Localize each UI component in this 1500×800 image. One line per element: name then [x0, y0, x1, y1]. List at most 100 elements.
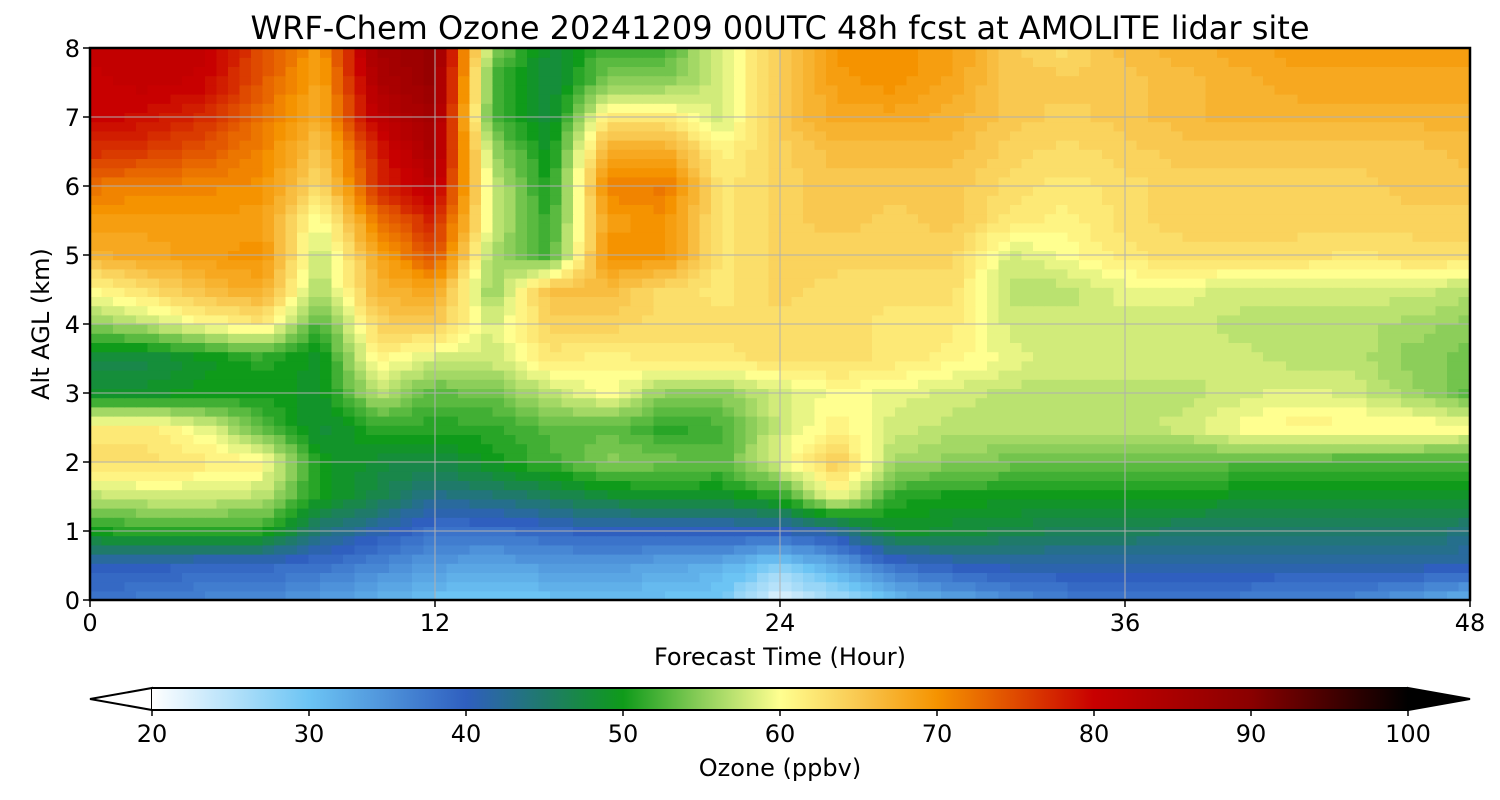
contour-cell — [745, 563, 758, 573]
contour-cell — [929, 241, 942, 251]
contour-cell — [90, 489, 103, 500]
contour-cell — [216, 360, 229, 371]
contour-cell — [389, 342, 402, 353]
contour-cell — [918, 296, 931, 307]
contour-cell — [1067, 333, 1080, 343]
contour-cell — [331, 544, 344, 555]
contour-cell — [216, 434, 229, 445]
contour-cell — [182, 452, 195, 463]
contour-cell — [308, 554, 321, 564]
contour-cell — [400, 370, 413, 380]
contour-cell — [814, 452, 827, 463]
contour-cell — [1228, 581, 1241, 592]
contour-cell — [170, 517, 183, 527]
contour-cell — [803, 581, 816, 592]
contour-cell — [665, 213, 678, 224]
contour-cell — [1113, 241, 1126, 251]
contour-cell — [1412, 278, 1425, 288]
contour-cell — [768, 544, 781, 555]
contour-cell — [1366, 563, 1379, 573]
contour-cell — [596, 287, 609, 297]
contour-cell — [619, 590, 632, 600]
contour-cell — [837, 508, 850, 518]
contour-cell — [895, 278, 908, 288]
contour-cell — [803, 544, 816, 555]
contour-cell — [1182, 232, 1195, 242]
contour-cell — [1263, 333, 1276, 343]
contour-cell — [239, 259, 252, 270]
contour-cell — [964, 462, 977, 472]
contour-cell — [1010, 572, 1023, 583]
contour-cell — [538, 480, 551, 491]
contour-cell — [837, 379, 850, 389]
contour-cell — [400, 351, 413, 362]
contour-cell — [1217, 572, 1230, 583]
contour-cell — [584, 305, 597, 316]
contour-cell — [745, 397, 758, 408]
contour-cell — [389, 324, 402, 334]
contour-cell — [527, 324, 540, 334]
contour-cell — [745, 452, 758, 463]
contour-cell — [1378, 287, 1391, 297]
contour-cell — [837, 416, 850, 426]
contour-cell — [550, 462, 563, 472]
contour-cell — [354, 498, 367, 509]
contour-cell — [826, 351, 839, 362]
contour-cell — [182, 554, 195, 564]
contour-cell — [688, 379, 701, 389]
contour-cell — [1355, 397, 1368, 408]
contour-cell — [1366, 232, 1379, 242]
contour-cell — [1205, 278, 1218, 288]
contour-cell — [550, 581, 563, 592]
contour-cell — [262, 480, 275, 491]
contour-cell — [159, 314, 172, 325]
contour-cell — [550, 351, 563, 362]
contour-cell — [1366, 360, 1379, 371]
contour-cell — [929, 268, 942, 279]
contour-cell — [1010, 268, 1023, 279]
contour-cell — [1090, 268, 1103, 279]
contour-cell — [170, 452, 183, 463]
contour-cell — [1205, 508, 1218, 518]
contour-cell — [262, 241, 275, 251]
contour-cell — [124, 462, 137, 472]
contour-cell — [1355, 324, 1368, 334]
contour-cell — [1125, 241, 1138, 251]
contour-cell — [101, 471, 114, 481]
contour-cell — [492, 213, 505, 224]
contour-cell — [1320, 563, 1333, 573]
contour-cell — [1401, 590, 1414, 600]
contour-cell — [1355, 314, 1368, 325]
contour-cell — [435, 287, 448, 297]
contour-cell — [1447, 563, 1460, 573]
contour-cell — [170, 416, 183, 426]
contour-cell — [826, 241, 839, 251]
contour-cell — [538, 278, 551, 288]
contour-cell — [872, 360, 885, 371]
contour-cell — [711, 416, 724, 426]
contour-cell — [642, 406, 655, 417]
contour-cell — [1355, 554, 1368, 564]
contour-cell — [780, 590, 793, 600]
contour-cell — [1021, 544, 1034, 555]
contour-cell — [320, 241, 333, 251]
contour-cell — [193, 406, 206, 417]
contour-cell — [1274, 563, 1287, 573]
contour-cell — [1033, 406, 1046, 417]
contour-cell — [389, 370, 402, 380]
contour-cell — [619, 462, 632, 472]
contour-cell — [1228, 462, 1241, 472]
contour-cell — [147, 342, 160, 353]
contour-cell — [446, 406, 459, 417]
contour-cell — [1228, 379, 1241, 389]
contour-cell — [1033, 416, 1046, 426]
contour-cell — [113, 535, 126, 546]
contour-cell — [630, 434, 643, 445]
contour-cell — [711, 554, 724, 564]
contour-cell — [1033, 480, 1046, 491]
contour-cell — [1378, 544, 1391, 555]
contour-cell — [1424, 305, 1437, 316]
contour-cell — [343, 462, 356, 472]
contour-cell — [193, 351, 206, 362]
contour-cell — [1366, 581, 1379, 592]
